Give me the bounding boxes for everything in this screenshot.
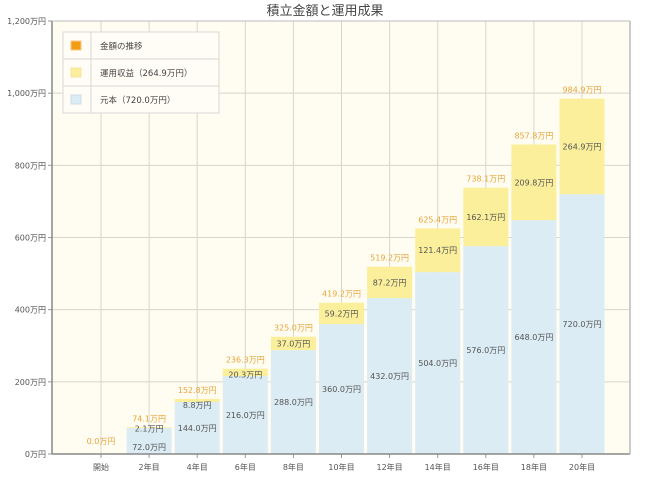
bar-label-returns: 121.4万円 (418, 246, 457, 255)
bar-returns (270, 336, 316, 351)
total-label: 738.1万円 (466, 175, 505, 184)
bar-returns (415, 228, 461, 273)
x-tick-label: 10年目 (328, 462, 354, 472)
bar-label-principal: 576.0万円 (466, 346, 505, 355)
legend-label-principal: 元本（720.0万円） (100, 95, 175, 106)
legend-swatch-total (70, 40, 82, 51)
y-tick-label: 1,000万円 (7, 89, 46, 98)
chart-title: 積立金額と運用成果 (266, 3, 383, 19)
bar-label-returns: 20.3万円 (228, 371, 262, 380)
bar-principal (319, 324, 364, 454)
total-label: 236.3万円 (226, 356, 265, 365)
x-tick-label: 20年目 (569, 462, 595, 472)
bar-label-returns: 87.2万円 (373, 278, 407, 287)
bar-returns (222, 368, 268, 377)
bar-principal (367, 298, 413, 454)
bar-returns (463, 187, 509, 247)
x-tick-label: 2年目 (139, 462, 160, 472)
x-tick-label: 16年目 (473, 462, 499, 472)
bar-returns (511, 144, 557, 221)
bar-label-returns: 209.8万円 (514, 178, 553, 187)
x-tick-label: 14年目 (425, 462, 451, 472)
bar-label-principal: 432.0万円 (370, 372, 409, 381)
x-tick-label: 8年目 (283, 462, 304, 472)
total-label: 419.2万円 (322, 290, 361, 299)
bar-label-principal: 144.0万円 (178, 424, 217, 433)
bar-returns (559, 98, 605, 195)
y-tick-label: 600万円 (15, 234, 46, 243)
bar-principal (559, 194, 605, 454)
x-tick-label: 18年目 (521, 462, 547, 472)
y-tick-label: 1,200万円 (7, 17, 46, 26)
bar-returns (174, 398, 220, 403)
x-tick-label: 6年目 (235, 462, 256, 472)
total-label: 625.4万円 (418, 215, 457, 224)
y-tick-label: 200万円 (15, 378, 46, 387)
legend-label-returns: 運用収益（264.9万円） (100, 68, 192, 79)
bar-label-returns: 264.9万円 (563, 142, 602, 151)
total-label: 0.0万円 (87, 437, 116, 446)
bar-label-returns: 37.0万円 (276, 339, 310, 348)
y-tick-label: 800万円 (15, 161, 46, 170)
bar-label-returns: 8.8万円 (183, 401, 212, 410)
bar-principal (174, 402, 220, 454)
bar-label-returns: 59.2万円 (325, 309, 359, 318)
total-label: 325.0万円 (274, 324, 313, 333)
total-label: 984.9万円 (563, 86, 602, 95)
legend-swatch-returns (70, 67, 82, 78)
total-label: 74.1万円 (132, 414, 166, 423)
bar-label-principal: 504.0万円 (418, 359, 457, 368)
legend: 金額の推移 運用収益（264.9万円） 元本（720.0万円） (62, 31, 220, 114)
bar-label-principal: 720.0万円 (563, 320, 602, 329)
bar-label-principal: 288.0万円 (274, 398, 313, 407)
x-tick-label: 12年目 (377, 462, 403, 472)
bar-label-returns: 2.1万円 (135, 424, 164, 433)
bar-principal (463, 246, 509, 454)
bar-returns (126, 427, 172, 429)
bar-returns (367, 266, 413, 299)
total-label: 519.2万円 (370, 254, 409, 263)
y-tick-label: 400万円 (15, 306, 46, 315)
bar-label-returns: 162.1万円 (466, 213, 505, 222)
legend-swatch-principal (70, 94, 82, 105)
bar-principal (222, 376, 268, 454)
bar-label-principal: 216.0万円 (226, 411, 265, 420)
total-label: 152.8万円 (178, 386, 217, 395)
bar-principal (270, 350, 316, 454)
y-tick-label: 0万円 (25, 450, 46, 459)
x-tick-label: 開始 (93, 462, 109, 472)
bar-principal (415, 272, 461, 454)
legend-label-total: 金額の推移 (100, 41, 143, 52)
bar-label-principal: 360.0万円 (322, 385, 361, 394)
total-label: 857.8万円 (514, 131, 553, 140)
bar-principal (511, 220, 557, 454)
x-tick-label: 4年目 (187, 462, 208, 472)
bar-returns (319, 302, 364, 325)
bar-label-principal: 72.0万円 (132, 443, 166, 452)
bar-label-principal: 648.0万円 (514, 333, 553, 342)
bar-principal (126, 428, 172, 454)
